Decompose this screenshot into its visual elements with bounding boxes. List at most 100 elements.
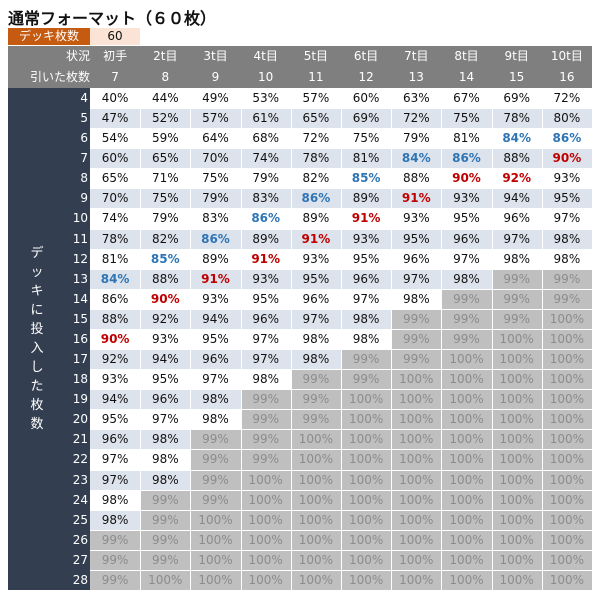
table-cell: 68% xyxy=(240,128,291,149)
table-cell: 94% xyxy=(140,349,191,370)
table-cell: 88% xyxy=(391,168,442,189)
table-cell: 100% xyxy=(441,569,492,590)
row-axis-label-char: た xyxy=(30,379,44,394)
table-cell: 82% xyxy=(140,228,191,249)
deck-size-value[interactable]: 60 xyxy=(90,28,140,45)
row-axis-label-char: キ xyxy=(30,284,44,299)
column-header-turn: 初手 xyxy=(103,49,128,63)
table-cell: 99% xyxy=(441,308,492,329)
table-cell: 75% xyxy=(341,128,392,149)
column-divider xyxy=(290,88,292,590)
table-cell: 100% xyxy=(491,349,542,370)
table-cell: 100% xyxy=(240,529,291,550)
table-cell: 100% xyxy=(240,569,291,590)
table-cell: 84% xyxy=(391,148,442,169)
table-cell: 100% xyxy=(441,469,492,490)
column-header-turn: 6t目 xyxy=(353,49,379,63)
table-cell: 65% xyxy=(140,148,191,169)
table-header xyxy=(8,46,592,88)
table-cell: 100% xyxy=(341,389,392,410)
table-cell: 95% xyxy=(441,208,492,229)
table-cell: 98% xyxy=(541,228,592,249)
table-cell: 88% xyxy=(491,148,542,169)
table-cell: 100% xyxy=(491,469,542,490)
table-cell: 100% xyxy=(541,308,592,329)
table-cell: 100% xyxy=(441,489,492,510)
table-cell: 100% xyxy=(441,529,492,550)
column-divider xyxy=(491,88,493,590)
table-cell: 97% xyxy=(90,449,141,470)
table-cell: 100% xyxy=(391,569,442,590)
table-cell: 99% xyxy=(491,308,542,329)
table-cell: 100% xyxy=(341,549,392,570)
table-cell: 93% xyxy=(140,328,191,350)
table-cell: 99% xyxy=(90,549,141,570)
table-cell: 100% xyxy=(240,469,291,490)
row-count-label: 25 xyxy=(72,512,88,527)
table-cell: 98% xyxy=(541,248,592,269)
table-cell: 100% xyxy=(491,389,542,410)
row-count-label: 5 xyxy=(80,111,88,126)
table-cell: 100% xyxy=(341,569,392,590)
table-cell: 98% xyxy=(140,429,191,450)
table-cell: 94% xyxy=(190,308,241,329)
table-cell: 91% xyxy=(290,228,341,249)
table-cell: 90% xyxy=(441,168,492,189)
column-divider xyxy=(541,88,543,590)
table-cell: 98% xyxy=(290,349,341,370)
row-count-label: 7 xyxy=(80,151,88,166)
table-cell: 65% xyxy=(90,168,141,189)
table-cell: 100% xyxy=(290,569,341,590)
table-cell: 47% xyxy=(90,108,141,129)
row-count-label: 23 xyxy=(72,472,88,487)
table-cell: 100% xyxy=(541,529,592,550)
table-cell: 96% xyxy=(391,248,442,269)
row-count-label: 15 xyxy=(72,311,88,326)
table-cell: 100% xyxy=(541,429,592,450)
table-cell: 96% xyxy=(90,429,141,450)
table-cell: 99% xyxy=(491,268,542,289)
table-cell: 100% xyxy=(541,489,592,510)
table-cell: 98% xyxy=(290,328,341,350)
table-cell: 67% xyxy=(441,88,492,109)
column-header-turn: 9t目 xyxy=(504,49,529,63)
table-cell: 100% xyxy=(441,389,492,410)
deck-size-label: デッキ枚数 xyxy=(8,28,90,45)
table-cell: 86% xyxy=(441,148,492,169)
table-cell: 96% xyxy=(491,208,542,229)
table-cell: 69% xyxy=(491,88,542,109)
row-count-label: 8 xyxy=(80,171,88,186)
row-axis-label-char: デ xyxy=(30,246,44,261)
table-cell: 93% xyxy=(190,288,241,309)
table-cell: 70% xyxy=(190,148,241,169)
table-cell: 83% xyxy=(190,208,241,229)
row-count-label: 14 xyxy=(72,291,88,306)
table-cell: 72% xyxy=(290,128,341,149)
table-cell: 100% xyxy=(491,409,542,430)
table-cell: 83% xyxy=(240,188,291,209)
table-cell: 96% xyxy=(341,268,392,289)
table-cell: 89% xyxy=(190,248,241,269)
table-cell: 97% xyxy=(140,409,191,430)
table-cell: 80% xyxy=(541,108,592,129)
table-cell: 95% xyxy=(541,188,592,209)
column-header-turn: 7t目 xyxy=(404,49,429,63)
table-cell: 100% xyxy=(541,328,592,350)
table-cell: 100% xyxy=(391,449,442,470)
column-header-drawn: 15 xyxy=(509,70,525,84)
table-cell: 52% xyxy=(140,108,191,129)
table-cell: 99% xyxy=(391,308,442,329)
table-cell: 98% xyxy=(341,308,392,329)
table-cell: 100% xyxy=(290,429,341,450)
table-cell: 100% xyxy=(341,409,392,430)
table-cell: 78% xyxy=(90,228,141,249)
table-cell: 81% xyxy=(441,128,492,149)
table-cell: 99% xyxy=(240,389,291,410)
table-cell: 100% xyxy=(391,369,442,390)
table-cell: 79% xyxy=(140,208,191,229)
table-cell: 84% xyxy=(90,268,141,289)
table-cell: 100% xyxy=(441,369,492,390)
column-header-turn: 8t目 xyxy=(454,49,479,63)
table-cell: 100% xyxy=(491,569,542,590)
column-header-drawn: 14 xyxy=(458,70,475,84)
